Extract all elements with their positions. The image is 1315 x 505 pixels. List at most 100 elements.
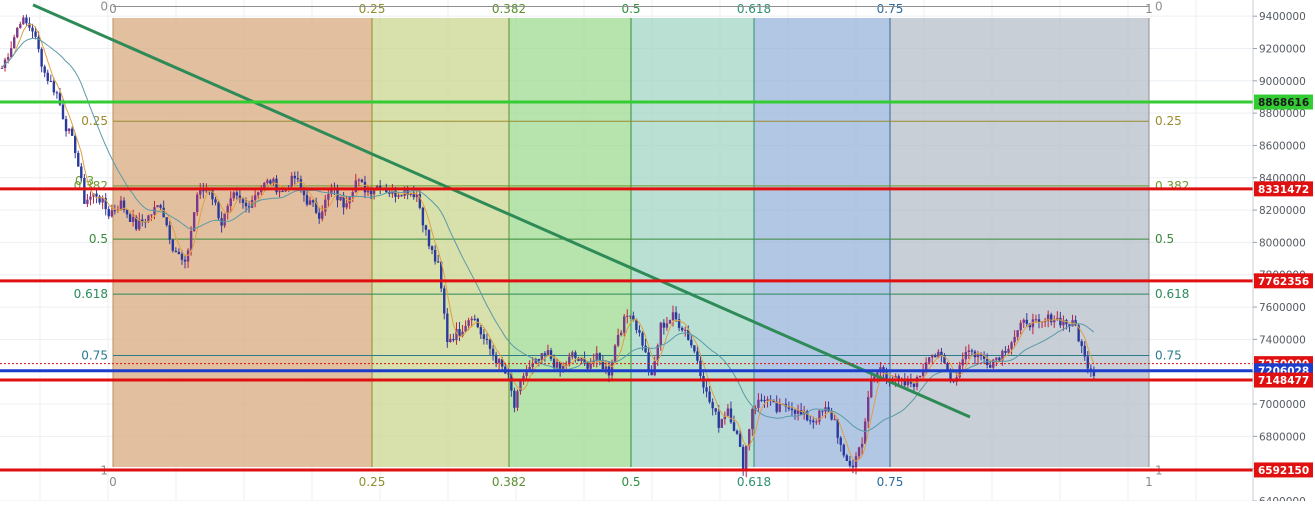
candle (598, 352, 601, 366)
candle-body (263, 182, 266, 189)
candle (13, 34, 16, 49)
fib-time-zone-band (631, 18, 754, 467)
candle (644, 338, 647, 353)
fib-time-zone-label-top: 0.5 (621, 2, 640, 16)
candle (1062, 315, 1065, 331)
candle-body (562, 365, 565, 372)
candle (174, 247, 178, 253)
candle-body (458, 329, 461, 337)
candle (199, 182, 202, 199)
candle-body (452, 338, 455, 341)
candle-body (165, 217, 168, 226)
candle (867, 390, 870, 429)
candle (220, 211, 223, 233)
candle (269, 179, 272, 185)
candle (1083, 341, 1086, 361)
candle-body (659, 322, 662, 346)
candle (421, 206, 425, 233)
candle (680, 326, 684, 332)
trend-line[interactable] (32, 3, 971, 419)
candle (64, 115, 68, 137)
candle (757, 393, 760, 412)
candle (165, 217, 168, 227)
candle-body (13, 37, 16, 49)
candle (705, 380, 708, 398)
candle-body (159, 205, 162, 208)
price-tag (1254, 462, 1313, 478)
candle-body (360, 179, 364, 182)
price-axis[interactable]: 6400000660000068000007000000720000074000… (1252, 0, 1315, 505)
candle (833, 414, 836, 421)
candle-body (494, 354, 498, 364)
candle (543, 351, 547, 362)
candle-body (305, 195, 309, 205)
candle-body (196, 194, 199, 213)
candle-body (708, 391, 711, 403)
horizontal-lines[interactable] (0, 100, 1253, 472)
candle-body (821, 410, 824, 412)
candle (787, 401, 791, 412)
fib-time-zone-band (754, 18, 890, 467)
candle-body (101, 198, 104, 203)
candle (34, 26, 37, 40)
candle (763, 395, 766, 408)
candle (836, 418, 839, 444)
candle-body (476, 318, 479, 328)
candle-body (806, 411, 809, 421)
candle-body (214, 199, 217, 203)
fib-time-zone-label-top: 1 (1145, 2, 1153, 16)
price-axis-tick-label: 9400000 (1259, 11, 1306, 23)
candle-body (156, 205, 159, 208)
candle-body (610, 362, 614, 376)
candle (830, 407, 833, 421)
candle (693, 345, 696, 354)
candle-body (867, 397, 870, 422)
candle-body (77, 152, 80, 167)
candle-body (189, 230, 193, 251)
candle (217, 200, 220, 221)
candle-body (1062, 320, 1065, 326)
candle-body (58, 93, 62, 105)
candle (726, 403, 730, 418)
candle (735, 429, 739, 435)
candle-body (223, 213, 226, 226)
candle (196, 192, 199, 216)
candle (360, 178, 364, 183)
candle-body (1092, 370, 1096, 376)
candle (802, 405, 806, 420)
candle (266, 178, 269, 185)
candle-body (525, 372, 528, 376)
candle (1068, 324, 1071, 333)
candle (241, 197, 245, 209)
candle-body (998, 357, 1001, 361)
candle-body (205, 189, 208, 192)
candle-body (141, 219, 144, 222)
candle (571, 350, 574, 360)
candle-body (885, 372, 888, 379)
fib-time-zones[interactable]: 0 0 0.25 0.25 0.382 0.382 0.5 0.5 0.618 0.618 0.75… (109, 2, 1153, 489)
candle (272, 177, 275, 186)
candle (574, 350, 577, 363)
fib-time-zone-label-bottom: 0.75 (877, 475, 904, 489)
candle (443, 285, 446, 320)
candle-body (924, 362, 928, 370)
candle-body (436, 261, 440, 263)
candle-body (873, 376, 876, 379)
candle-body (16, 27, 19, 38)
candle (318, 207, 321, 224)
candle-body (543, 353, 547, 355)
candle-body (354, 180, 357, 193)
candle (388, 189, 391, 197)
candle (485, 333, 489, 345)
candle-body (70, 128, 74, 136)
candle (1004, 346, 1007, 357)
candle-body (638, 330, 641, 333)
candle (473, 314, 476, 321)
candle (348, 196, 351, 209)
candle-body (83, 178, 86, 204)
candle (183, 254, 187, 269)
candle-body (720, 419, 723, 428)
candle-body (857, 447, 861, 457)
